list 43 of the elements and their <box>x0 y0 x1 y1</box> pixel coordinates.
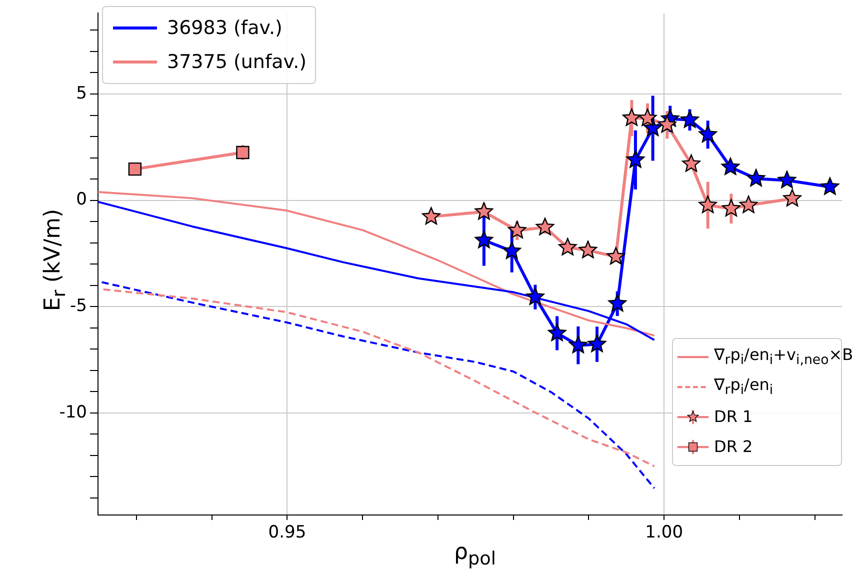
point <box>588 334 606 352</box>
y-tick-label: -5 <box>70 296 87 316</box>
point <box>698 196 717 214</box>
point <box>644 118 662 136</box>
point <box>536 218 554 236</box>
point <box>682 154 700 172</box>
point <box>658 115 676 133</box>
point <box>569 336 588 354</box>
legend-label: 36983 (fav.) <box>167 17 282 39</box>
text: ∇$_{r}$p$_{i}$/en$_{i}$+v$_{i,neo}$×B <box>714 344 852 368</box>
point <box>606 247 626 265</box>
point <box>820 177 840 195</box>
point <box>626 150 645 168</box>
point <box>578 240 598 258</box>
point <box>508 220 526 238</box>
x-tick-label: 1.00 <box>645 522 684 543</box>
point <box>502 242 521 260</box>
x-tick-label: 0.95 <box>268 522 306 543</box>
y-tick-label: 5 <box>76 83 87 104</box>
legend-label: DR 2 <box>714 437 753 456</box>
point <box>526 287 544 305</box>
point <box>608 294 627 312</box>
point <box>474 230 494 248</box>
annotation: 37375 (unfav.) <box>167 51 307 73</box>
point <box>474 202 494 220</box>
point <box>778 170 796 188</box>
y-tick-label: 0 <box>76 190 87 210</box>
point <box>722 199 740 216</box>
legend-label: DR 1 <box>714 407 753 426</box>
point <box>783 189 802 206</box>
point <box>680 110 699 128</box>
legend-label: ∇$_{r}$p$_{i}$/en$_{i}$ <box>714 374 774 398</box>
point <box>622 108 641 126</box>
point <box>746 169 766 187</box>
point <box>698 125 717 142</box>
point <box>739 196 758 214</box>
point <box>548 324 566 342</box>
point <box>558 238 577 256</box>
point <box>422 207 440 225</box>
x-axis-title: ρ$_{pol}$ <box>454 540 496 570</box>
point <box>638 108 657 126</box>
point <box>721 158 740 176</box>
y-tick-label: -10 <box>59 402 87 422</box>
